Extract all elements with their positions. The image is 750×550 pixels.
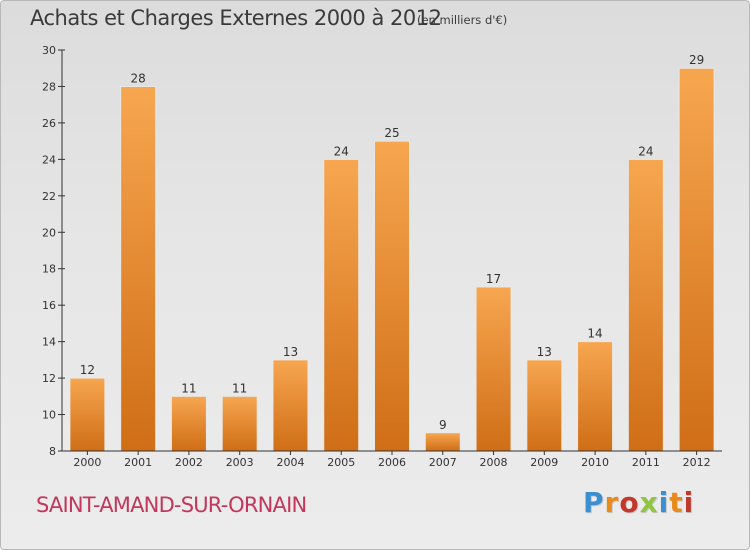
bar-2000 <box>69 377 106 452</box>
y-tick-label-8: 8 <box>49 445 56 458</box>
logo-letter: x <box>639 486 659 519</box>
x-tick-label-2003: 2003 <box>226 456 254 469</box>
x-tick-label-2007: 2007 <box>429 456 457 469</box>
value-label-2001: 28 <box>131 71 146 85</box>
value-label-2007: 9 <box>439 418 447 432</box>
bar-2009 <box>526 359 563 452</box>
bar-2007 <box>424 432 461 452</box>
x-tick-label-2011: 2011 <box>632 456 660 469</box>
y-tick-label-26: 26 <box>42 117 56 130</box>
y-tick-label-20: 20 <box>42 226 56 239</box>
bar-2004 <box>272 359 309 452</box>
value-label-2003: 11 <box>232 381 247 395</box>
y-tick-label-12: 12 <box>42 372 56 385</box>
bar-2011 <box>627 158 664 452</box>
x-tick-label-2005: 2005 <box>327 456 355 469</box>
y-tick-label-14: 14 <box>42 336 56 349</box>
x-tick-label-2000: 2000 <box>73 456 101 469</box>
y-tick-label-28: 28 <box>42 80 56 93</box>
bar-2002 <box>170 395 207 452</box>
bar-2005 <box>323 158 360 452</box>
value-label-2010: 14 <box>587 327 602 341</box>
x-tick-label-2008: 2008 <box>480 456 508 469</box>
proxiti-logo[interactable]: Proxiti <box>583 486 694 519</box>
bars-group <box>69 67 715 452</box>
y-tick-label-30: 30 <box>42 44 56 57</box>
y-tick-label-18: 18 <box>42 263 56 276</box>
logo-letter: i <box>683 486 695 519</box>
logo-letter: r <box>604 486 620 519</box>
value-label-2012: 29 <box>689 53 704 67</box>
y-tick-label-24: 24 <box>42 153 56 166</box>
logo-letter: P <box>583 486 605 519</box>
x-tick-label-2006: 2006 <box>378 456 406 469</box>
labels-group: 12 2000 28 2001 11 2002 11 2003 13 2004 24 2005 25 20… <box>42 44 711 469</box>
bar-2003 <box>221 395 258 452</box>
x-tick-label-2010: 2010 <box>581 456 609 469</box>
value-label-2004: 13 <box>283 345 298 359</box>
y-tick-label-16: 16 <box>42 299 56 312</box>
logo-letter: o <box>619 486 640 519</box>
bar-2010 <box>577 341 614 452</box>
value-label-2002: 11 <box>181 381 196 395</box>
x-tick-label-2002: 2002 <box>175 456 203 469</box>
commune-name: SAINT-AMAND-SUR-ORNAIN <box>36 493 307 517</box>
x-tick-label-2004: 2004 <box>276 456 304 469</box>
value-label-2011: 24 <box>638 144 653 158</box>
logo-letter: i <box>658 486 670 519</box>
y-tick-label-22: 22 <box>42 190 56 203</box>
value-label-2006: 25 <box>384 126 399 140</box>
bar-2006 <box>374 140 410 452</box>
value-label-2005: 24 <box>334 144 349 158</box>
x-tick-label-2001: 2001 <box>124 456 152 469</box>
bar-2008 <box>475 286 512 452</box>
bar-2012 <box>678 67 715 452</box>
chart-title: Achats et Charges Externes 2000 à 2012 <box>30 6 442 30</box>
logo-letter: t <box>669 486 684 519</box>
value-label-2000: 12 <box>80 363 95 377</box>
value-label-2009: 13 <box>537 345 552 359</box>
value-label-2008: 17 <box>486 272 501 286</box>
y-tick-label-10: 10 <box>42 409 56 422</box>
axes-group <box>58 49 722 455</box>
x-tick-label-2009: 2009 <box>530 456 558 469</box>
bar-2001 <box>120 85 157 452</box>
chart-subtitle: (en milliers d'€) <box>417 13 508 27</box>
x-tick-label-2012: 2012 <box>683 456 711 469</box>
